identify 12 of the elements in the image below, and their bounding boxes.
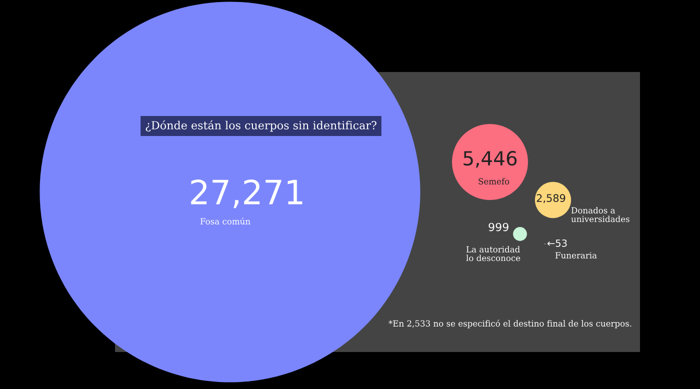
- category-label: Donados a universidades: [571, 207, 630, 222]
- data-label: 2,589: [536, 194, 566, 204]
- text: *En 2,533 no se especificó el destino final de los cuerpos.: [388, 320, 632, 328]
- data-label: 5,446: [464, 150, 517, 168]
- category-label: Fosa común: [200, 218, 250, 224]
- category-label: La autoridad lo desconoce: [466, 246, 520, 262]
- data-label: 27,271: [191, 179, 302, 208]
- data-label: ←53: [547, 239, 567, 247]
- category-label: Semefo: [478, 178, 510, 184]
- text: ¿Dónde están los cuerpos sin identificar?: [146, 120, 376, 132]
- category-label: Funeraria: [555, 252, 597, 258]
- data-label: 999: [488, 222, 508, 232]
